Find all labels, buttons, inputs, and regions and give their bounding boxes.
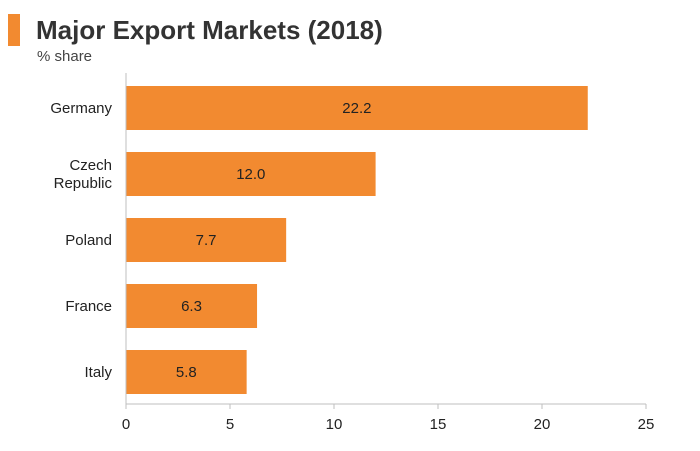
bar-czech-republic (126, 152, 376, 196)
labels-group: 22.2 Germany 12.0 Czech Republic 7.7 Poland 6.3… (50, 100, 654, 433)
category-label-line: Italy (84, 364, 112, 381)
data-label: 12.0 (236, 166, 265, 183)
title-accent-bar (8, 14, 20, 46)
category-label-line: Poland (65, 232, 112, 249)
category-label-line: Czech (69, 157, 112, 174)
bar-france (126, 284, 258, 328)
category-label: Czech Republic (54, 157, 113, 192)
x-tick-label: 0 (122, 416, 130, 433)
axes-group (125, 73, 647, 409)
data-label: 5.8 (176, 364, 197, 381)
x-tick-label: 15 (430, 416, 447, 433)
category-label: Germany (50, 100, 112, 117)
data-label: 22.2 (342, 100, 371, 117)
x-tick-label: 10 (326, 416, 343, 433)
chart-subtitle: % share (37, 48, 93, 65)
category-label: Italy (84, 364, 112, 381)
category-label-line: Republic (54, 175, 113, 192)
x-tick-label: 25 (638, 416, 655, 433)
bar-germany (126, 86, 588, 130)
x-tick-label: 5 (226, 416, 234, 433)
bar-italy (126, 350, 247, 394)
data-label: 7.7 (196, 232, 217, 249)
data-label: 6.3 (181, 298, 202, 315)
x-tick-label: 20 (534, 416, 551, 433)
category-label: Poland (65, 232, 112, 249)
category-label: France (65, 298, 112, 315)
chart-title: Major Export Markets (2018) (36, 15, 383, 45)
bars-group (126, 86, 588, 394)
category-label-line: France (65, 298, 112, 315)
category-label-line: Germany (50, 100, 112, 117)
bar-poland (126, 218, 287, 262)
